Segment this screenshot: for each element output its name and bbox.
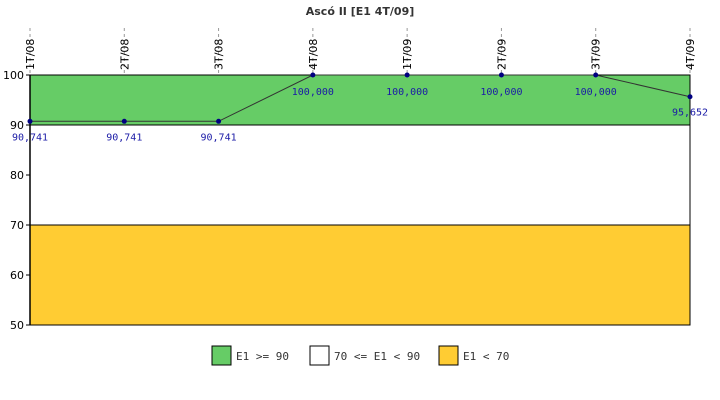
- data-label: 100,000: [386, 87, 428, 98]
- y-tick-label: 100: [3, 69, 24, 82]
- x-tick-label: 1T/09: [401, 39, 414, 70]
- legend-swatch-0: [211, 345, 232, 366]
- chart-title: Ascó II [E1 4T/09]: [306, 5, 415, 18]
- vertical-gridlines: [29, 28, 691, 75]
- data-label: 95,652: [672, 108, 708, 119]
- data-point: [310, 72, 316, 78]
- data-point: [216, 118, 222, 124]
- data-label: 100,000: [575, 87, 617, 98]
- x-tick-label: 2T/09: [495, 39, 508, 70]
- y-axis-ticks: 50 60 70 80 90 100: [3, 69, 30, 332]
- data-label: 90,741: [106, 132, 142, 143]
- data-point: [593, 72, 599, 78]
- band-1: [29, 124, 691, 226]
- y-tick-label: 50: [10, 319, 24, 332]
- series-line-0: [30, 74, 691, 122]
- data-labels: 90,741 90,741 90,741 100,000 100,000 100,000 1…: [12, 87, 708, 143]
- x-tick-label: 4T/08: [307, 39, 320, 70]
- data-point: [27, 118, 33, 124]
- y-tick-label: 90: [10, 119, 24, 132]
- x-tick-label: 1T/08: [24, 39, 37, 70]
- data-label: 100,000: [292, 87, 334, 98]
- legend-swatch-2: [438, 345, 459, 366]
- legend-label: E1 < 70: [463, 350, 509, 363]
- data-point: [498, 72, 504, 78]
- legend-label: E1 >= 90: [236, 350, 289, 363]
- data-label: 90,741: [12, 132, 48, 143]
- x-tick-label: 3T/08: [213, 39, 226, 70]
- y-tick-label: 70: [10, 219, 24, 232]
- data-point: [687, 94, 693, 100]
- x-tick-label: 2T/08: [118, 39, 131, 70]
- legend-label: 70 <= E1 < 90: [334, 350, 420, 363]
- band-0: [29, 74, 691, 126]
- series-line: [27, 72, 693, 124]
- legend-swatch-1: [309, 345, 330, 366]
- data-label: 90,741: [201, 132, 237, 143]
- data-point: [121, 118, 127, 124]
- x-axis-ticks: 1T/08 2T/08 3T/08 4T/08 1T/09 2T/09 3T/09 4T/09: [24, 39, 697, 70]
- data-label: 100,000: [480, 87, 522, 98]
- x-tick-label: 3T/09: [590, 39, 603, 70]
- x-tick-label: 4T/09: [684, 39, 697, 70]
- threshold-bands: [29, 74, 691, 326]
- y-tick-label: 80: [10, 169, 24, 182]
- band-2: [29, 224, 691, 326]
- y-tick-label: 60: [10, 269, 24, 282]
- data-point: [404, 72, 410, 78]
- legend: E1 >= 90 70 <= E1 < 90 E1 < 70: [211, 345, 509, 366]
